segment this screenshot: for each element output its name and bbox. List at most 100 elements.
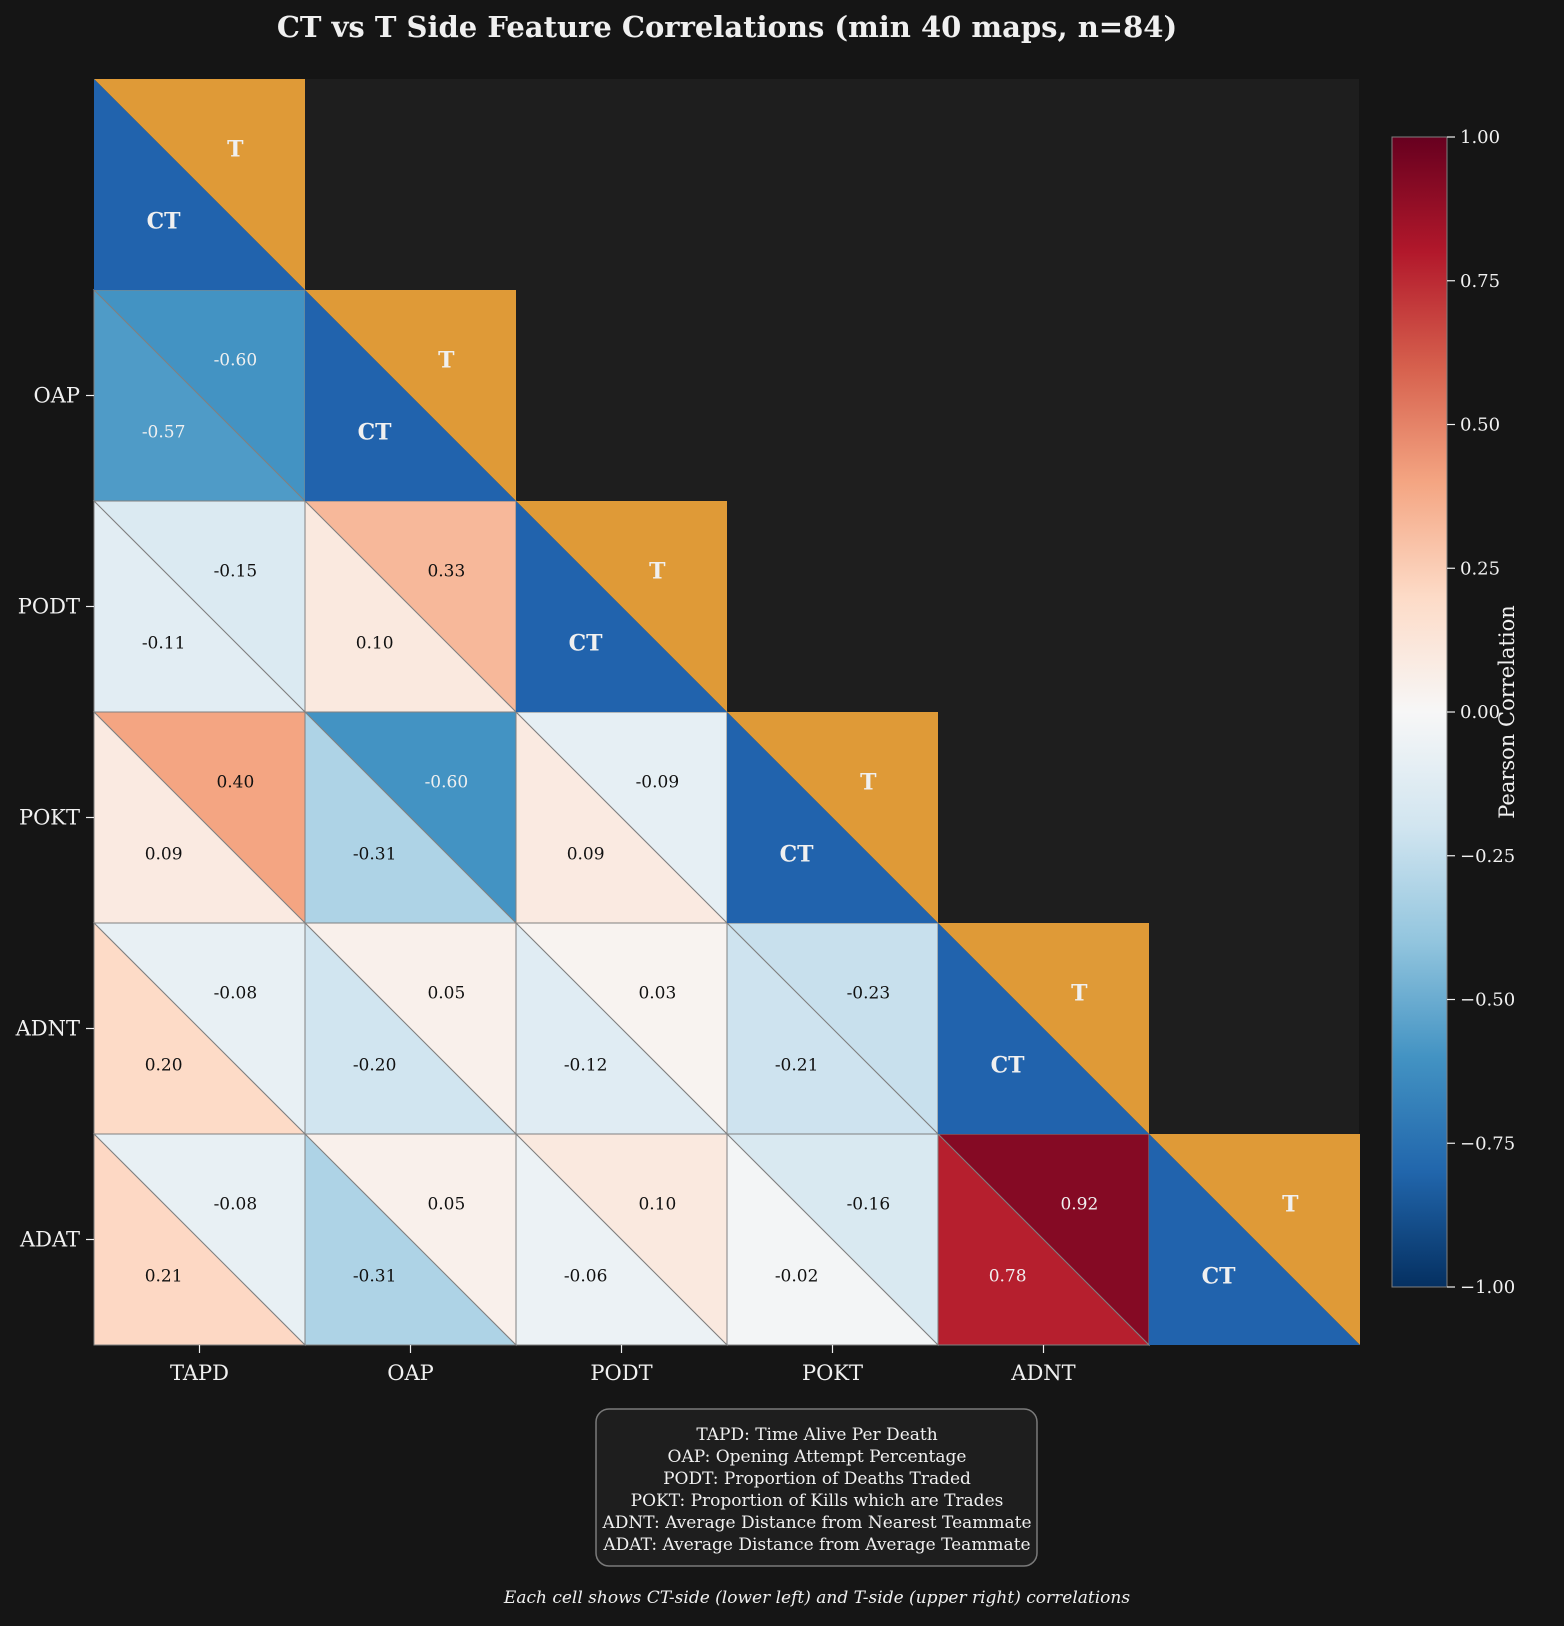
x-tick-label: TAPD bbox=[170, 1361, 229, 1385]
diagonal-cell-adnt: T CT bbox=[938, 923, 1149, 1134]
ct-diagonal-label: CT bbox=[780, 841, 815, 867]
colorbar-gradient bbox=[1391, 136, 1448, 1288]
colorbar-tick-label: 1.00 bbox=[1460, 127, 1500, 148]
heatmap-cell-adat-tapd: -0.08 0.21 bbox=[92, 1132, 307, 1347]
footnote: Each cell shows CT-side (lower left) and… bbox=[503, 1588, 1130, 1608]
diagonal-cell-adat: T CT bbox=[1149, 1134, 1360, 1345]
legend-line: TAPD: Time Alive Per Death bbox=[696, 1425, 937, 1445]
chart-title: CT vs T Side Feature Correlations (min 4… bbox=[277, 10, 1177, 44]
ct-diagonal-triangle bbox=[727, 712, 938, 923]
y-tick-label: POKT bbox=[19, 806, 80, 830]
t-side-value-label: -0.16 bbox=[847, 1195, 891, 1215]
legend-line: ADNT: Average Distance from Nearest Team… bbox=[601, 1513, 1031, 1533]
legend-line: OAP: Opening Attempt Percentage bbox=[668, 1447, 967, 1467]
ct-side-value-label: 0.10 bbox=[356, 633, 394, 653]
legend-line: POKT: Proportion of Kills which are Trad… bbox=[631, 1491, 1004, 1511]
heatmap-cell-pokt-tapd: 0.40 0.09 bbox=[92, 710, 307, 925]
colorbar-ticks: 1.00 0.75 0.50 0.25 0.00 −0.25 −0.50 −0.75 −1.00 bbox=[1447, 127, 1515, 1298]
heatmap-cell-oap-tapd: -0.60 -0.57 bbox=[92, 288, 307, 503]
heatmap-cell-pokt-podt: -0.09 0.09 bbox=[514, 710, 729, 925]
colorbar-tick-label: −1.00 bbox=[1460, 1277, 1515, 1298]
ct-diagonal-triangle bbox=[94, 79, 305, 290]
diagonal-cell-pokt: T CT bbox=[727, 712, 938, 923]
ct-side-value-label: -0.20 bbox=[353, 1055, 397, 1075]
ct-side-value-label: 0.78 bbox=[989, 1266, 1027, 1286]
y-tick-label: ADNT bbox=[15, 1017, 80, 1041]
x-tick-label: ADNT bbox=[1010, 1361, 1075, 1385]
ct-diagonal-label: CT bbox=[358, 419, 393, 445]
ct-side-value-label: -0.31 bbox=[353, 844, 397, 864]
y-tick-label: ADAT bbox=[19, 1228, 80, 1252]
ct-side-value-label: 0.21 bbox=[145, 1266, 183, 1286]
colorbar-label: Pearson Correlation bbox=[1495, 605, 1519, 819]
ct-side-value-label: -0.11 bbox=[142, 633, 186, 653]
colorbar-tick-label: 0.00 bbox=[1460, 702, 1500, 723]
t-side-value-label: 0.40 bbox=[216, 773, 254, 793]
t-side-value-label: 0.05 bbox=[427, 1195, 465, 1215]
colorbar: 1.00 0.75 0.50 0.25 0.00 −0.25 −0.50 −0.75 −1.00… bbox=[1391, 127, 1519, 1298]
t-side-value-label: -0.08 bbox=[214, 984, 258, 1004]
colorbar-tick-label: −0.50 bbox=[1460, 990, 1515, 1011]
ct-side-value-label: 0.09 bbox=[567, 844, 605, 864]
legend-line: PODT: Proportion of Deaths Traded bbox=[663, 1469, 971, 1489]
colorbar-tick-label: −0.75 bbox=[1460, 1133, 1515, 1154]
heatmap-cell-adat-oap: 0.05 -0.31 bbox=[303, 1132, 518, 1347]
t-diagonal-label: T bbox=[1282, 1192, 1299, 1218]
legend-frame bbox=[595, 1408, 1038, 1567]
heatmap-cell-adnt-podt: 0.03 -0.12 bbox=[514, 921, 729, 1136]
t-side-value-label: -0.15 bbox=[214, 562, 258, 582]
colorbar-tick-label: 0.50 bbox=[1460, 415, 1500, 436]
heatmap-cell-adat-adnt: 0.92 0.78 bbox=[936, 1132, 1151, 1347]
colorbar-tick-label: −0.25 bbox=[1460, 846, 1515, 867]
t-side-value-label: -0.60 bbox=[425, 773, 469, 793]
t-side-value-label: 0.03 bbox=[638, 984, 676, 1004]
t-diagonal-label: T bbox=[649, 559, 666, 585]
heatmap-cell-podt-oap: 0.33 0.10 bbox=[303, 499, 518, 714]
t-diagonal-label: T bbox=[860, 770, 877, 796]
cells-layer: -0.60 -0.57 -0.15 -0.11 0.33 0.10 0.40 0.09 -0.6… bbox=[92, 288, 1151, 1347]
ct-side-value-label: -0.12 bbox=[564, 1055, 608, 1075]
ct-diagonal-triangle bbox=[938, 923, 1149, 1134]
diagonal-layer: T CT T CT T CT T CT T CT T CT bbox=[94, 79, 1360, 1345]
t-diagonal-label: T bbox=[227, 137, 244, 163]
ct-diagonal-label: CT bbox=[991, 1052, 1026, 1078]
ct-side-value-label: -0.02 bbox=[775, 1266, 819, 1286]
ct-diagonal-triangle bbox=[516, 501, 727, 712]
ct-side-value-label: -0.31 bbox=[353, 1266, 397, 1286]
diagonal-cell-podt: T CT bbox=[516, 501, 727, 712]
t-side-value-label: -0.08 bbox=[214, 1195, 258, 1215]
heatmap-cell-adnt-tapd: -0.08 0.20 bbox=[92, 921, 307, 1136]
t-diagonal-label: T bbox=[438, 348, 455, 374]
x-tick-label: OAP bbox=[387, 1361, 434, 1385]
heatmap-cell-adat-pokt: -0.16 -0.02 bbox=[725, 1132, 940, 1347]
x-tick-label: POKT bbox=[802, 1361, 863, 1385]
ct-diagonal-triangle bbox=[305, 290, 516, 501]
ct-side-value-label: 0.20 bbox=[145, 1055, 183, 1075]
t-side-value-label: 0.33 bbox=[427, 562, 465, 582]
ct-diagonal-label: CT bbox=[569, 630, 604, 656]
t-diagonal-label: T bbox=[1071, 981, 1088, 1007]
ct-diagonal-label: CT bbox=[1202, 1263, 1237, 1289]
heatmap-cell-adat-podt: 0.10 -0.06 bbox=[514, 1132, 729, 1347]
heatmap-cell-adnt-oap: 0.05 -0.20 bbox=[303, 921, 518, 1136]
x-tick-label: PODT bbox=[590, 1361, 652, 1385]
y-tick-label: OAP bbox=[33, 384, 80, 408]
ct-diagonal-label: CT bbox=[147, 208, 182, 234]
colorbar-tick-label: 0.25 bbox=[1460, 558, 1500, 579]
t-side-value-label: -0.09 bbox=[636, 773, 680, 793]
axis-layer: OAP PODT POKT ADNT ADAT TAPD OAP PODT POKT ADNT bbox=[15, 384, 1076, 1386]
ct-diagonal-triangle bbox=[1149, 1134, 1360, 1345]
y-tick-label: PODT bbox=[18, 595, 80, 619]
t-side-value-label: -0.23 bbox=[847, 984, 891, 1004]
t-side-value-label: 0.10 bbox=[638, 1195, 676, 1215]
heatmap-cell-podt-tapd: -0.15 -0.11 bbox=[92, 499, 307, 714]
t-side-value-label: 0.05 bbox=[427, 984, 465, 1004]
heatmap-cell-pokt-oap: -0.60 -0.31 bbox=[303, 710, 518, 925]
diagonal-cell-tapd: T CT bbox=[94, 79, 305, 290]
t-side-value-label: -0.60 bbox=[214, 351, 258, 371]
ct-side-value-label: -0.57 bbox=[142, 422, 186, 442]
